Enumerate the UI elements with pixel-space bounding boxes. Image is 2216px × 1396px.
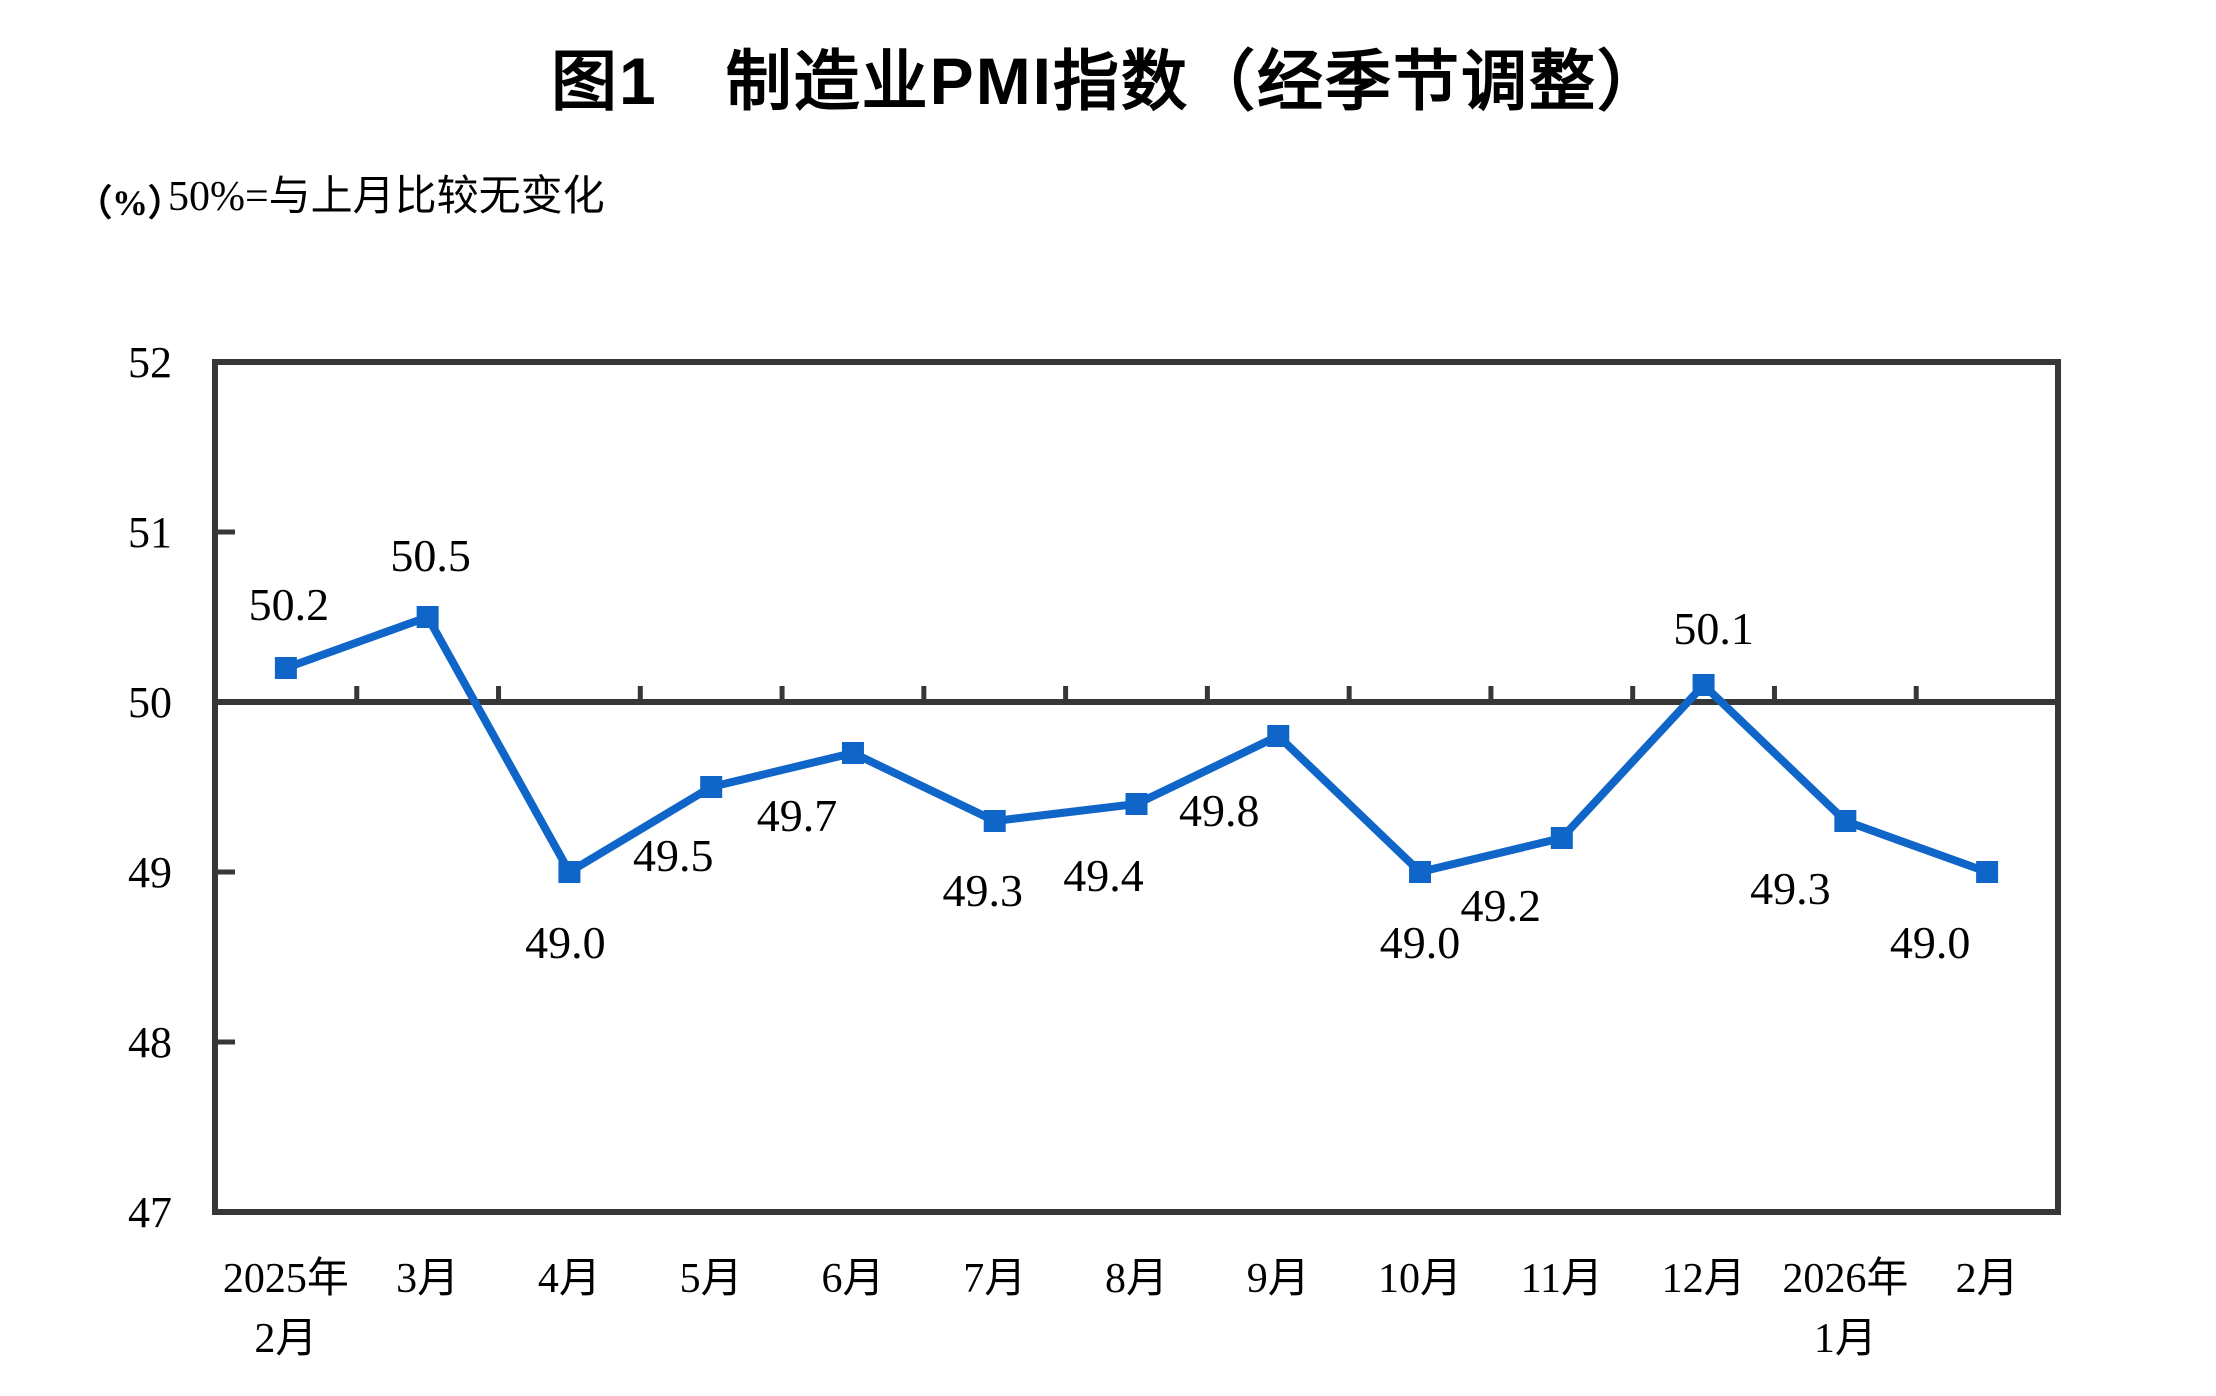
x-axis-label: 10月 <box>1378 1256 1462 1302</box>
x-axis-label: 2月 <box>254 1316 317 1362</box>
data-point-marker <box>1834 810 1857 832</box>
data-point-label: 49.7 <box>757 790 838 841</box>
x-axis-label: 2月 <box>1956 1256 2019 1302</box>
y-axis-tick-label: 49 <box>128 848 172 897</box>
data-point-marker <box>983 810 1006 832</box>
data-point-marker <box>1267 725 1290 747</box>
x-axis-label: 1月 <box>1814 1316 1877 1362</box>
data-point-label: 50.1 <box>1673 603 1754 654</box>
data-point-marker <box>700 776 723 798</box>
y-axis-tick-label: 51 <box>128 508 172 557</box>
reference-note: 50%=与上月比较无变化 <box>168 174 605 220</box>
x-axis-label: 9月 <box>1247 1256 1310 1302</box>
y-axis-tick-label: 50 <box>128 678 172 727</box>
data-point-label: 49.2 <box>1461 880 1542 931</box>
x-axis-label: 8月 <box>1105 1256 1168 1302</box>
data-point-marker <box>1550 827 1573 849</box>
data-point-label: 49.8 <box>1179 785 1260 836</box>
data-point-marker <box>1692 674 1715 696</box>
data-point-marker <box>841 742 864 764</box>
y-axis-tick-label: 48 <box>128 1018 172 1067</box>
x-axis-label: 4月 <box>538 1256 601 1302</box>
x-axis-label: 2026年 <box>1782 1255 1908 1302</box>
data-point-label: 49.5 <box>633 830 714 881</box>
data-point-marker <box>416 606 439 628</box>
x-axis-label: 3月 <box>396 1256 459 1302</box>
chart-frame <box>212 359 2061 1215</box>
data-point-label: 49.0 <box>525 917 606 968</box>
data-point-marker <box>1125 793 1148 815</box>
pmi-series-line <box>284 612 1989 878</box>
data-point-marker <box>274 657 297 679</box>
x-axis-label: 6月 <box>821 1256 884 1302</box>
data-point-marker <box>1976 861 1999 883</box>
data-point-label: 49.0 <box>1890 917 1971 968</box>
data-point-label: 50.5 <box>390 530 471 581</box>
y-axis-tick-label: 47 <box>128 1188 172 1237</box>
data-point-label: 50.2 <box>249 579 330 630</box>
data-point-label: 49.3 <box>942 865 1023 916</box>
x-axis-label: 2025年 <box>223 1255 349 1302</box>
data-point-marker <box>1409 861 1432 883</box>
data-point-label: 49.0 <box>1380 917 1461 968</box>
data-point-label: 49.4 <box>1063 850 1144 901</box>
x-axis-label: 7月 <box>963 1256 1026 1302</box>
x-axis-label: 11月 <box>1521 1256 1603 1302</box>
data-point-label: 49.3 <box>1750 863 1831 914</box>
y-axis-tick-label: 52 <box>128 338 172 387</box>
y-axis-unit-label: （%） <box>76 183 185 223</box>
x-axis-label: 12月 <box>1662 1256 1746 1302</box>
x-axis-label: 5月 <box>680 1256 743 1302</box>
data-point-marker <box>558 861 581 883</box>
chart-title: 图1 制造业PMI指数（经季节调整） <box>550 44 1666 118</box>
